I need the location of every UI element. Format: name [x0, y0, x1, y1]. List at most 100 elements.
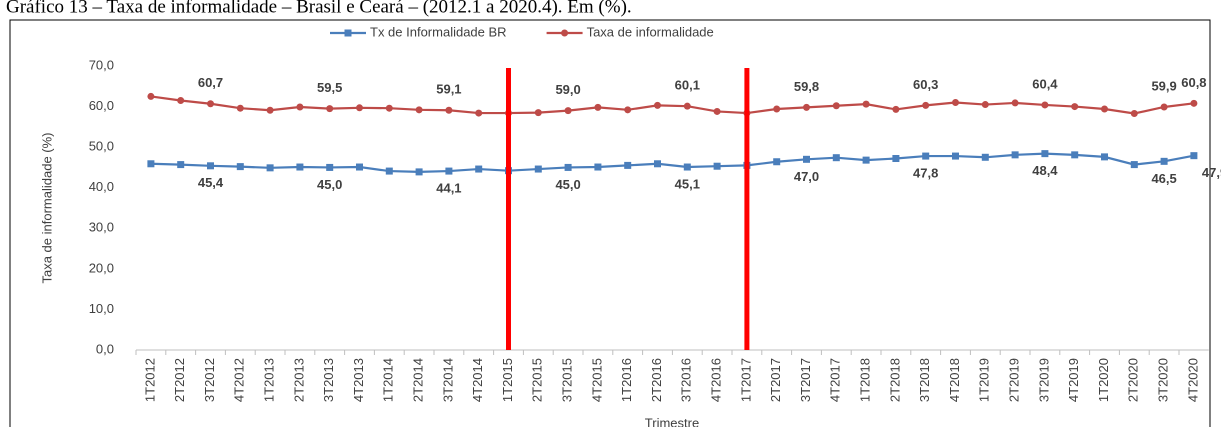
x-tick-label: 1T2018 — [858, 358, 873, 402]
x-tick-label: 4T2012 — [232, 358, 247, 402]
x-tick-label: 2T2020 — [1126, 358, 1141, 402]
marker — [266, 164, 274, 172]
x-tick-label: 3T2015 — [560, 358, 575, 402]
data-label: 45,0 — [555, 177, 580, 192]
marker — [773, 158, 781, 166]
marker — [624, 161, 632, 169]
legend-marker — [561, 29, 569, 37]
x-tick-label: 3T2014 — [440, 358, 455, 402]
data-label: 47,9 — [1202, 165, 1221, 180]
marker — [1011, 99, 1019, 107]
data-label: 45,4 — [198, 175, 224, 190]
chart-title: Gráfico 13 – Taxa de informalidade – Bra… — [6, 0, 632, 17]
marker — [326, 163, 334, 171]
marker — [981, 101, 989, 109]
marker — [445, 106, 453, 114]
marker — [1071, 151, 1079, 159]
marker — [385, 104, 393, 112]
x-tick-label: 3T2019 — [1036, 358, 1051, 402]
x-tick-label: 1T2012 — [142, 358, 157, 402]
marker — [1190, 99, 1198, 107]
data-label: 59,9 — [1151, 78, 1176, 93]
marker — [236, 104, 244, 112]
marker — [147, 160, 155, 168]
x-tick-label: 2T2013 — [291, 358, 306, 402]
marker — [356, 163, 363, 171]
y-axis-label: Taxa de informalidade (%) — [39, 132, 54, 283]
data-label: 59,1 — [436, 82, 461, 97]
x-tick-label: 4T2020 — [1185, 358, 1200, 402]
x-tick-label: 1T2016 — [619, 358, 634, 402]
marker — [296, 103, 304, 111]
data-label: 46,5 — [1151, 171, 1176, 186]
y-tick-label: 30,0 — [89, 220, 114, 235]
marker — [952, 152, 959, 160]
marker — [862, 156, 870, 164]
marker — [1130, 109, 1138, 117]
marker — [922, 152, 930, 160]
marker — [207, 100, 214, 108]
marker — [1041, 101, 1049, 109]
marker — [534, 109, 542, 117]
marker — [773, 105, 781, 113]
data-label: 59,5 — [317, 80, 342, 95]
x-tick-label: 2T2014 — [411, 358, 426, 402]
y-tick-label: 70,0 — [89, 57, 114, 72]
marker — [892, 155, 900, 163]
marker — [207, 162, 214, 170]
y-tick-label: 20,0 — [89, 260, 114, 275]
x-tick-label: 3T2017 — [798, 358, 813, 402]
x-axis-label: Trimestre — [645, 415, 699, 427]
x-tick-label: 1T2017 — [738, 358, 753, 402]
marker — [803, 103, 810, 111]
marker — [1160, 157, 1168, 165]
x-tick-label: 1T2020 — [1096, 358, 1111, 402]
y-tick-label: 60,0 — [89, 98, 114, 113]
marker — [356, 104, 363, 112]
y-tick-label: 10,0 — [89, 301, 114, 316]
marker — [1101, 153, 1108, 161]
x-tick-label: 1T2019 — [977, 358, 992, 402]
x-tick-label: 2T2019 — [1007, 358, 1022, 402]
data-label: 60,4 — [1032, 76, 1058, 91]
data-label: 48,4 — [1032, 163, 1058, 178]
marker — [385, 167, 393, 175]
marker — [683, 163, 691, 171]
data-label: 59,0 — [555, 82, 580, 97]
data-label: 45,1 — [675, 176, 700, 191]
x-tick-label: 2T2012 — [172, 358, 187, 402]
marker — [475, 165, 483, 173]
x-tick-label: 4T2019 — [1066, 358, 1081, 402]
marker — [952, 99, 959, 107]
y-tick-label: 0,0 — [96, 341, 114, 356]
data-label: 44,1 — [436, 181, 461, 196]
chart-frame — [9, 19, 1211, 427]
data-label: 60,7 — [198, 75, 223, 90]
marker — [683, 102, 691, 110]
marker — [1160, 103, 1168, 111]
marker — [654, 101, 661, 109]
x-tick-label: 4T2014 — [470, 358, 485, 402]
marker — [1130, 161, 1138, 169]
marker — [1071, 103, 1079, 111]
data-label: 60,3 — [913, 77, 938, 92]
marker — [832, 154, 840, 162]
data-label: 45,0 — [317, 177, 342, 192]
legend-label: Tx de Informalidade BR — [370, 24, 507, 39]
marker — [713, 107, 721, 115]
marker — [803, 155, 810, 163]
marker — [534, 165, 542, 173]
x-tick-label: 2T2017 — [768, 358, 783, 402]
marker — [415, 106, 423, 114]
marker — [564, 163, 572, 171]
marker — [236, 163, 244, 171]
marker — [296, 163, 304, 171]
marker — [266, 106, 274, 114]
x-tick-label: 3T2012 — [202, 358, 217, 402]
marker — [1190, 152, 1198, 160]
data-label: 59,8 — [794, 79, 819, 94]
marker — [147, 92, 155, 100]
y-tick-label: 50,0 — [89, 139, 114, 154]
x-tick-label: 1T2014 — [381, 358, 396, 402]
data-label: 47,8 — [913, 166, 938, 181]
